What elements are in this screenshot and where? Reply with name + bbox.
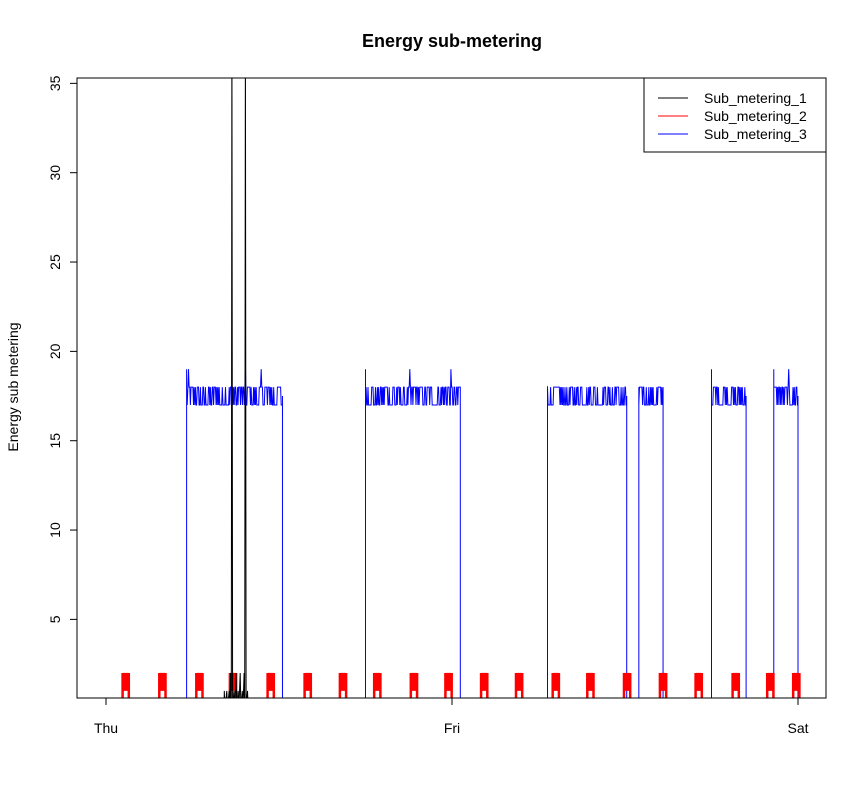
legend-label: Sub_metering_3 (704, 126, 807, 142)
x-tick-label: Fri (444, 720, 460, 736)
legend-label: Sub_metering_1 (704, 90, 807, 106)
legend-box (643, 77, 827, 153)
y-tick-label: 5 (47, 615, 63, 623)
series-sub-metering-2 (121, 672, 801, 698)
chart-title: Energy sub-metering (362, 31, 542, 51)
y-tick-label: 25 (47, 254, 63, 270)
legend-label: Sub_metering_2 (704, 108, 807, 124)
y-axis-label: Energy sub metering (5, 322, 21, 451)
y-tick-label: 15 (47, 433, 63, 449)
y-tick-label: 10 (47, 522, 63, 538)
y-tick-label: 30 (47, 165, 63, 181)
series-sub-metering-3 (186, 369, 799, 698)
legend: Sub_metering_1 Sub_metering_2 Sub_metering… (643, 77, 827, 153)
x-tick-label: Thu (94, 720, 118, 736)
x-tick-label: Sat (787, 720, 808, 736)
y-tick-label: 35 (47, 75, 63, 91)
series-sub-metering-1 (223, 78, 249, 698)
y-tick-label: 20 (47, 343, 63, 359)
